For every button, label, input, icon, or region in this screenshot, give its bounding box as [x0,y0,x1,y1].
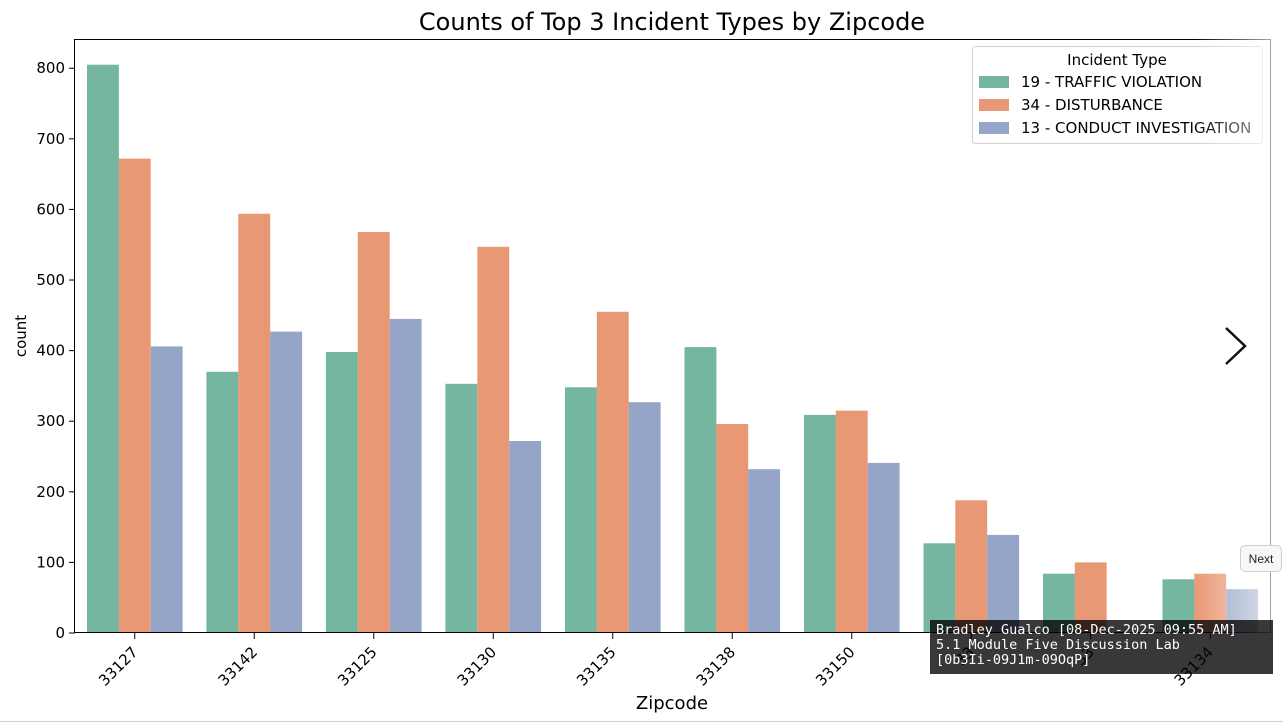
bar-33150-series-1 [835,410,868,633]
bar-33150-series-2 [867,462,900,633]
bar-33127-series-2 [150,346,183,633]
y-tick-label: 800 [36,59,65,77]
y-axis-label: count [12,315,30,357]
bar-33130-series-2 [509,441,542,633]
x-tick-label: 33138 [693,643,739,689]
bar-33130-series-1 [477,246,510,634]
user-watermark: Bradley Gualco [08-Dec-2025 09:55 AM] 5.1… [930,620,1273,674]
bar-33130-series-0 [445,383,478,633]
y-axis: 0 100 200 300 400 500 600 700 800 [36,59,75,642]
bar-33150-series-0 [804,414,836,633]
legend-label: 13 - CONDUCT INVESTIGATION [1021,119,1251,137]
bar-33138-series-1 [716,424,749,633]
x-tick-label: 33127 [95,643,141,689]
bar-33142-series-0 [206,371,239,633]
bars-group [87,64,1259,634]
y-tick-label: 200 [36,483,65,501]
x-tick-label: 33135 [573,643,619,689]
y-tick-label: 100 [36,553,65,571]
legend: Incident Type 19 - TRAFFIC VIOLATION 34 -… [972,46,1263,144]
bar-33135-series-0 [565,387,597,633]
y-tick-label: 600 [36,200,65,218]
x-tick-label: 33150 [812,643,858,689]
bar-33125-series-1 [357,232,390,633]
y-tick-label: 700 [36,130,65,148]
bar-33127-series-0 [87,64,119,633]
x-tick-label: 33142 [215,643,261,689]
watermark-line-2: 5.1 Module Five Discussion Lab [936,637,1180,653]
x-tick-label: 33125 [334,643,380,689]
bar-33125-series-2 [389,318,422,633]
x-tick-label: 33130 [454,643,500,689]
bar-33142-series-2 [270,331,303,633]
legend-swatch [979,122,1009,134]
bar-33125-series-0 [325,352,358,633]
y-tick-label: 400 [36,342,65,360]
legend-swatch [979,99,1009,111]
bar-33-series-0 [923,543,956,633]
legend-label: 19 - TRAFFIC VIOLATION [1021,73,1202,91]
legend-label: 34 - DISTURBANCE [1021,96,1163,114]
bar-33135-series-1 [596,311,629,633]
y-tick-label: 300 [36,412,65,430]
watermark-line-1: Bradley Gualco [08-Dec-2025 09:55 AM] [936,622,1237,638]
page-bottom-rule [0,721,1283,722]
legend-title: Incident Type [1067,51,1167,69]
next-button[interactable]: Next [1240,545,1282,572]
watermark-line-3: [0b3Ii-09J1m-09OqP] [936,652,1091,668]
next-slide-chevron[interactable] [1214,322,1258,370]
bar-33138-series-2 [748,469,781,633]
bar-33127-series-1 [118,158,151,633]
chevron-right-icon [1225,327,1247,365]
bar-33142-series-1 [238,213,271,633]
next-button-label: Next [1248,551,1274,566]
legend-swatch [979,76,1009,88]
y-tick-label: 500 [36,271,65,289]
chart-title: Counts of Top 3 Incident Types by Zipcod… [419,8,925,36]
bar-33-series-2 [987,534,1020,633]
bar-33138-series-0 [684,347,717,633]
x-axis-label: Zipcode [636,693,708,714]
bar-33135-series-2 [628,402,661,633]
bar-33-series-1 [955,500,988,633]
y-tick-label: 0 [55,624,65,642]
